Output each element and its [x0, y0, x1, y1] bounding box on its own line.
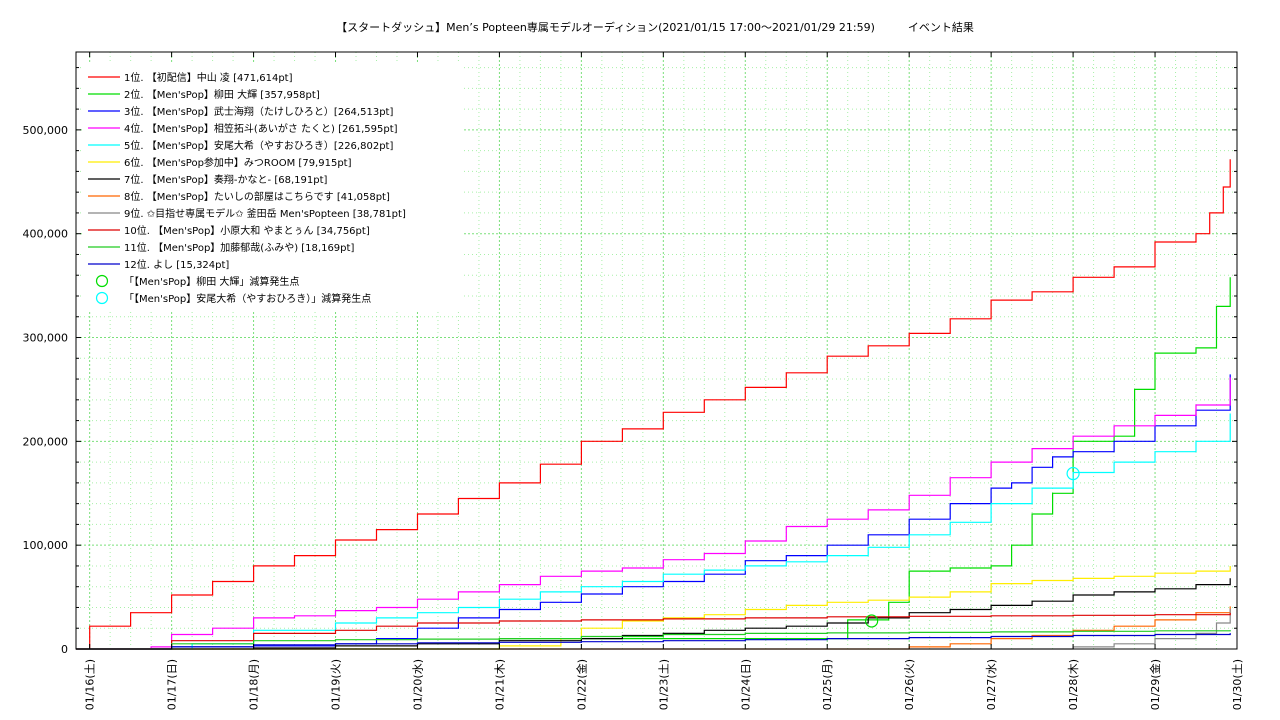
series-line — [76, 413, 1231, 650]
series-line — [76, 606, 1231, 650]
y-axis: 0 100,000 200,000 300,000 400,000 500,000 — [23, 67, 1237, 656]
series-line — [76, 377, 1231, 650]
legend-label: 10位. 【Men'sPop】小原大和 やまとぅん [34,756pt] — [124, 224, 370, 237]
x-tick-label: 01/24(日) — [739, 659, 752, 710]
x-tick-label: 01/19(火) — [330, 659, 343, 710]
series-lines — [76, 159, 1231, 650]
y-tick-label: 400,000 — [23, 228, 69, 241]
legend-label: 2位. 【Men'sPop】柳田 大輝 [357,958pt] — [124, 88, 320, 101]
gridlines — [76, 52, 1237, 649]
y-tick-label: 100,000 — [23, 539, 69, 552]
x-tick-label: 01/23(土) — [657, 659, 670, 710]
series-line — [76, 374, 1231, 650]
series-line — [76, 277, 1231, 650]
y-tick-label: 0 — [61, 643, 68, 656]
legend-label: 4位. 【Men'sPop】相笠拓斗(あいがさ たくと) [261,595pt] — [124, 122, 398, 135]
x-tick-label: 01/30(土) — [1231, 659, 1244, 710]
legend-label: 5位. 【Men'sPop】安尾大希（やすおひろき）[226,802pt] — [124, 139, 393, 152]
legend-label: 3位. 【Men'sPop】武士海翔（たけしひろと）[264,513pt] — [124, 105, 393, 118]
x-tick-label: 01/18(月) — [248, 659, 261, 710]
plot-frame — [75, 51, 1238, 650]
legend-label: 「【Men'sPop】柳田 大輝」減算発生点 — [124, 275, 299, 288]
legend-label: 7位. 【Men'sPop】奏翔-かなと- [68,191pt] — [124, 173, 327, 186]
series-line — [76, 159, 1231, 650]
x-tick-label: 01/25(月) — [821, 659, 834, 710]
subtraction-marker — [1066, 466, 1080, 481]
y-tick-label: 200,000 — [23, 435, 69, 448]
legend-label: 1位. 【初配信】中山 凌 [471,614pt] — [124, 71, 293, 84]
x-tick-label: 01/21(木) — [493, 659, 506, 710]
legend-label: 11位. 【Men'sPop】加藤郁哉(ふみや) [18,169pt] — [124, 241, 354, 254]
legend-marker — [95, 274, 109, 288]
x-tick-label: 01/17(日) — [166, 659, 179, 710]
chart-title: 【スタートダッシュ】Men’s Popteen専属モデルオーディション(2021… — [336, 21, 974, 34]
legend-marker — [95, 291, 109, 305]
legend-label: 6位. 【Men'sPop参加中】みつROOM [79,915pt] — [124, 156, 352, 169]
x-tick-label: 01/26(火) — [903, 659, 916, 710]
legend-box — [82, 64, 462, 312]
markers — [865, 466, 1080, 628]
y-tick-label: 300,000 — [23, 332, 69, 345]
series-line — [76, 630, 1231, 650]
x-tick-label: 01/16(土) — [84, 659, 97, 710]
x-tick-label: 01/27(水) — [985, 659, 998, 710]
x-tick-label: 01/22(金) — [574, 659, 588, 710]
legend-label: 12位. よし [15,324pt] — [124, 258, 229, 271]
series-line — [76, 633, 1231, 650]
series-line — [76, 578, 1231, 650]
x-axis: 01/16(土) 01/17(日) 01/18(月) 01/19(火) 01/20(水)… — [84, 52, 1244, 710]
legend-label: 「【Men'sPop】安尾大希（やすおひろき）」減算発生点 — [124, 292, 371, 305]
subtraction-marker — [865, 614, 879, 628]
x-tick-label: 01/20(水) — [411, 659, 424, 710]
legend: 1位. 【初配信】中山 凌 [471,614pt] 2位. 【Men'sPop】柳… — [82, 64, 462, 312]
legend-label: 8位. 【Men'sPop】たいしの部屋はこちらです [41,058pt] — [124, 190, 390, 203]
x-tick-label: 01/29(金) — [1148, 659, 1162, 710]
x-tick-label: 01/28(木) — [1067, 659, 1080, 710]
series-line — [76, 608, 1231, 650]
legend-label: 9位. ✩目指せ専属モデル✩ 釜田岳 Men'sPopteen [38,781p… — [124, 207, 406, 220]
series-line — [76, 612, 1231, 650]
series-line — [76, 566, 1231, 650]
y-tick-label: 500,000 — [23, 124, 69, 137]
